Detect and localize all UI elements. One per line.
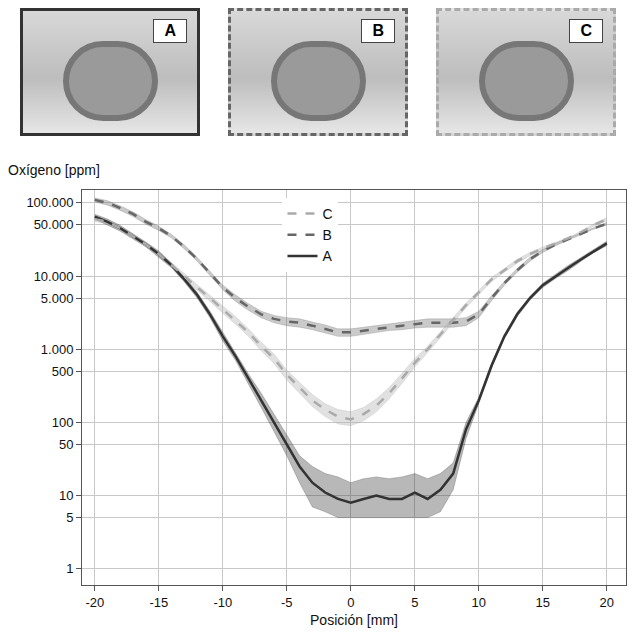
svg-text:10: 10 <box>472 595 486 610</box>
svg-text:500: 500 <box>52 364 74 379</box>
svg-text:-5: -5 <box>281 595 293 610</box>
svg-text:0: 0 <box>347 595 354 610</box>
svg-text:50.000: 50.000 <box>34 217 74 232</box>
svg-text:100.000: 100.000 <box>26 195 73 210</box>
svg-text:C: C <box>322 206 332 222</box>
svg-text:1: 1 <box>66 561 73 576</box>
svg-text:5: 5 <box>411 595 418 610</box>
svg-text:15: 15 <box>536 595 550 610</box>
svg-text:-10: -10 <box>213 595 232 610</box>
html-text:A: A <box>164 22 176 39</box>
html-text:C: C <box>580 22 592 39</box>
svg-text:1.000: 1.000 <box>41 342 74 357</box>
svg-text:-15: -15 <box>149 595 168 610</box>
svg-text:-20: -20 <box>85 595 104 610</box>
svg-text:100: 100 <box>52 415 74 430</box>
svg-text:A: A <box>322 248 332 264</box>
svg-text:10: 10 <box>59 488 73 503</box>
svg-text:Posición [mm]: Posición [mm] <box>310 612 398 628</box>
svg-text:Oxígeno [ppm]: Oxígeno [ppm] <box>8 162 100 178</box>
svg-text:5: 5 <box>66 510 73 525</box>
svg-text:50: 50 <box>59 437 73 452</box>
svg-text:10.000: 10.000 <box>34 269 74 284</box>
html-text:B: B <box>372 22 384 39</box>
svg-text:5.000: 5.000 <box>41 291 74 306</box>
svg-text:B: B <box>322 227 331 243</box>
svg-text:20: 20 <box>600 595 614 610</box>
